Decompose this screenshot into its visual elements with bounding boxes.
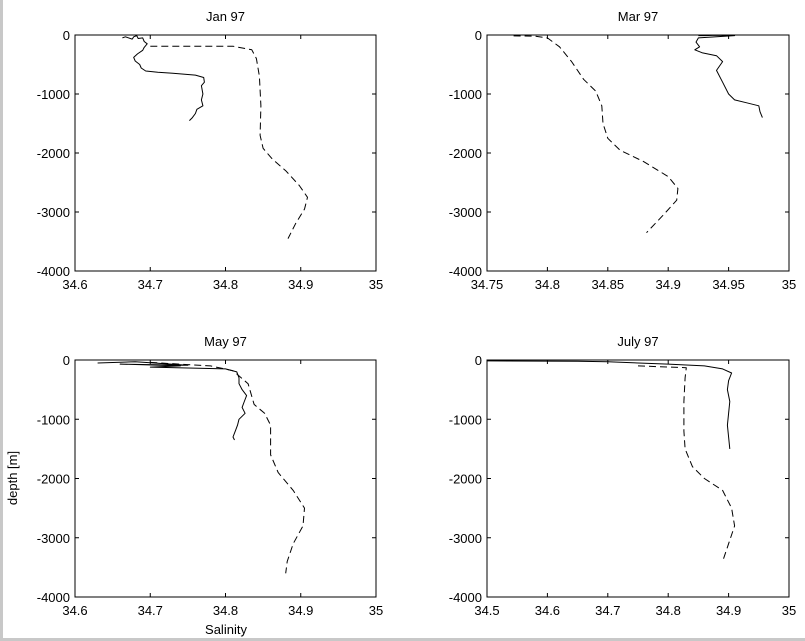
panel-title: Jan 97 [206, 9, 245, 24]
panel-mar-97: Mar 97 34.75 34.8 34.85 34.9 34.95 35 -4000 -300… [449, 9, 796, 292]
x-tick-label: 34.6 [62, 277, 87, 292]
y-tick-label: 0 [63, 28, 70, 43]
y-tick-label: -1000 [37, 87, 70, 102]
x-tick-label: 35 [369, 277, 383, 292]
series-line-solid [122, 35, 205, 121]
x-tick-label: 35 [369, 603, 383, 618]
x-tick-label: 34.9 [656, 277, 681, 292]
panel-title: May 97 [204, 334, 247, 349]
y-tick-label: -4000 [37, 264, 70, 279]
y-tick-label: -2000 [37, 472, 70, 487]
y-tick-label: -2000 [37, 146, 70, 161]
x-tick-label: 34.5 [474, 603, 499, 618]
x-tick-label: 34.7 [138, 603, 163, 618]
panel-july-97: July 97 34.5 34.6 34.7 34.8 34.9 35 -4000 -3000 -… [449, 334, 796, 618]
x-tick-label: 34.8 [535, 277, 560, 292]
y-tick-label: -3000 [449, 531, 482, 546]
y-tick-label: 0 [475, 353, 482, 368]
x-tick-label: 34.6 [535, 603, 560, 618]
x-tick-label: 34.9 [716, 603, 741, 618]
axes-frame [486, 359, 790, 598]
x-tick-label: 34.8 [213, 277, 238, 292]
panel-title: Mar 97 [618, 9, 658, 24]
y-tick-label: 0 [63, 353, 70, 368]
panel-jan-97: Jan 97 34.6 34.7 34.8 34.9 35 -4000 -3000 -2000 -… [37, 9, 383, 292]
y-tick-label: -3000 [37, 531, 70, 546]
series-line-solid [486, 360, 733, 449]
series-line-dashed [637, 365, 736, 562]
panel-may-97: May 97 34.6 34.7 34.8 34.9 35 -4000 -3000 -2000 -… [37, 334, 383, 618]
series-line-solid [97, 361, 248, 441]
x-axis-label: Salinity [205, 622, 247, 637]
series-line-dashed [150, 361, 305, 574]
series-line-solid [694, 34, 763, 118]
x-tick-label: 34.85 [592, 277, 625, 292]
y-axis-label: depth [m] [5, 451, 20, 505]
y-tick-label: -1000 [449, 412, 482, 427]
axes-frame [74, 359, 377, 598]
x-tick-label: 34.7 [138, 277, 163, 292]
x-tick-label: 34.95 [712, 277, 745, 292]
y-tick-label: -4000 [449, 590, 482, 605]
y-tick-label: -3000 [449, 205, 482, 220]
y-tick-label: -2000 [449, 146, 482, 161]
panel-title: July 97 [617, 334, 658, 349]
x-tick-label: 34.9 [288, 603, 313, 618]
x-tick-label: 34.75 [471, 277, 504, 292]
y-tick-label: -4000 [449, 264, 482, 279]
x-tick-label: 34.9 [288, 277, 313, 292]
axes-frame [486, 34, 790, 272]
y-tick-label: -1000 [449, 87, 482, 102]
y-tick-label: -3000 [37, 205, 70, 220]
x-tick-label: 35 [782, 603, 796, 618]
y-tick-label: 0 [475, 28, 482, 43]
x-tick-label: 34.8 [656, 603, 681, 618]
x-tick-label: 35 [782, 277, 796, 292]
y-tick-label: -4000 [37, 590, 70, 605]
axes-frame [74, 34, 377, 272]
x-tick-label: 34.6 [62, 603, 87, 618]
y-tick-label: -1000 [37, 412, 70, 427]
series-line-dashed [150, 45, 308, 239]
series-line-dashed [513, 35, 679, 234]
x-tick-label: 34.7 [595, 603, 620, 618]
y-tick-label: -2000 [449, 472, 482, 487]
x-tick-label: 34.8 [213, 603, 238, 618]
